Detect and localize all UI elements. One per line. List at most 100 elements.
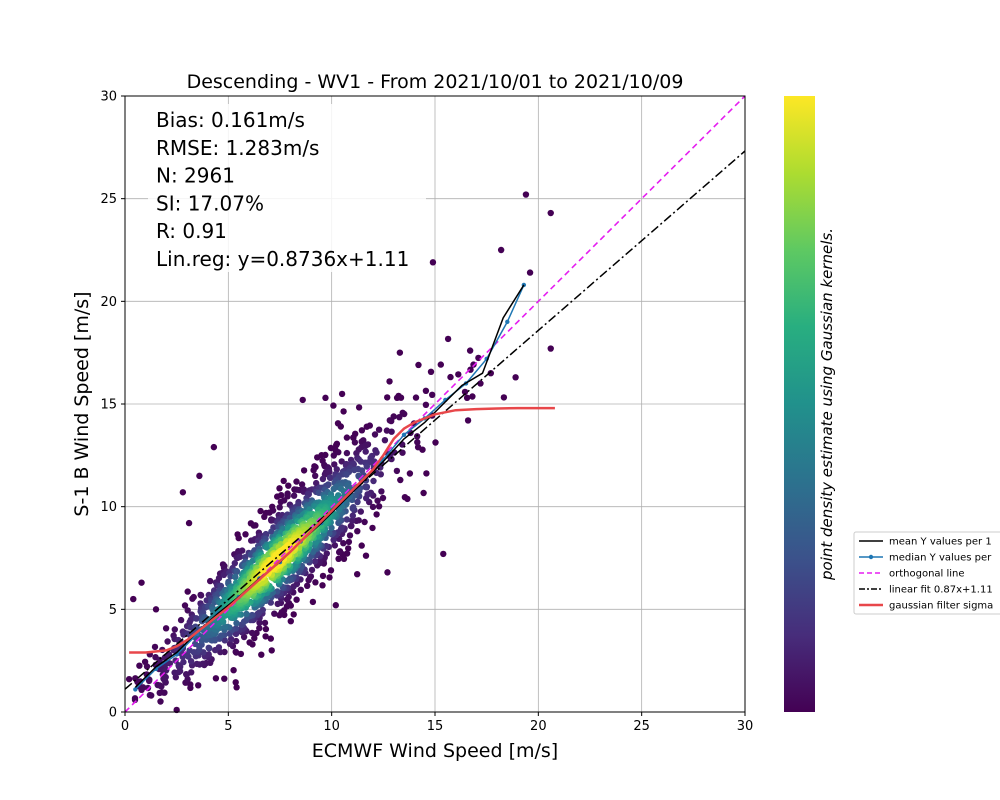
legend-label: median Y values per [889, 553, 992, 564]
scatter-point [338, 524, 345, 531]
scatter-point [255, 609, 263, 616]
scatter-point [326, 468, 333, 476]
scatter-point [271, 610, 278, 617]
y-tick-label: 10 [100, 500, 117, 515]
scatter-point [332, 602, 339, 609]
scatter-point [220, 571, 228, 579]
scatter-point [262, 625, 270, 633]
x-tick-label: 30 [737, 719, 754, 734]
scatter-point [522, 191, 530, 198]
scatter-point [287, 618, 294, 625]
scatter-point [221, 637, 228, 644]
scatter-point [290, 583, 297, 590]
series-line [124, 150, 746, 690]
stats-line: SI: 17.07% [156, 191, 264, 215]
scatter-point [331, 542, 339, 549]
scatter-point [240, 633, 248, 641]
scatter-point [233, 637, 240, 645]
scatter-point [369, 503, 377, 511]
scatter-point [313, 479, 320, 487]
scatter-point [397, 394, 405, 401]
scatter-point [358, 427, 366, 434]
x-tick-label: 20 [530, 719, 547, 734]
scatter-point [166, 660, 174, 667]
scatter-point [343, 471, 350, 478]
scatter-point [374, 497, 381, 504]
scatter-point [378, 488, 385, 495]
scatter-point [232, 679, 239, 686]
scatter-point [205, 644, 212, 651]
scatter-point [345, 538, 353, 546]
scatter-point [429, 391, 436, 398]
scatter-point [363, 463, 370, 470]
scatter-point [263, 544, 271, 551]
scatter-point [366, 422, 373, 429]
scatter-point [307, 573, 315, 580]
scatter-point [248, 629, 256, 637]
y-axis-label: S-1 B Wind Speed [m/s] [71, 291, 93, 516]
scatter-point [267, 635, 274, 642]
scatter-point [351, 466, 358, 474]
scatter-point [358, 542, 365, 549]
y-tick-label: 5 [109, 603, 117, 618]
scatter-point [228, 635, 235, 643]
y-ticks: 0 5 10 15 20 25 30 [100, 90, 125, 721]
scatter-point [386, 378, 393, 385]
scatter-point [393, 467, 401, 475]
scatter-point [344, 482, 351, 489]
median-marker [505, 319, 510, 325]
scatter-point [139, 684, 147, 691]
scatter-point [262, 633, 269, 640]
x-tick-label: 15 [427, 719, 444, 734]
scatter-point [444, 335, 452, 343]
scatter-point [125, 675, 133, 683]
scatter-point [207, 636, 214, 643]
y-tick-label: 20 [100, 295, 117, 310]
scatter-point [343, 516, 351, 523]
scatter-point [268, 528, 275, 535]
series-lines [124, 95, 746, 713]
scatter-point [181, 602, 189, 609]
scatter-point [335, 449, 342, 456]
scatter-point [257, 507, 264, 515]
scatter-point [196, 472, 203, 480]
scatter-point [221, 675, 228, 682]
scatter-point [180, 658, 187, 666]
scatter-point [197, 592, 205, 599]
scatter-point [130, 595, 137, 603]
scatter-point [311, 558, 319, 565]
scatter-point [354, 528, 361, 535]
scatter-point [440, 550, 447, 558]
scatter-point [261, 619, 269, 627]
scatter-point [298, 481, 306, 488]
scatter-point [423, 470, 430, 477]
legend: mean Y values per 1 median Y values per or… [853, 531, 1000, 615]
scatter-point [455, 371, 462, 378]
scatter-point [162, 673, 169, 681]
scatter-point [183, 671, 190, 678]
scatter-point [186, 618, 193, 626]
scatter-point [396, 414, 403, 421]
scatter-point [186, 647, 193, 654]
scatter-point [447, 373, 454, 381]
scatter-point [384, 569, 391, 576]
scatter-point [379, 494, 387, 502]
scatter-point [333, 441, 340, 449]
scatter-point [230, 667, 237, 674]
x-tick-label: 10 [323, 719, 340, 734]
scatter-point [322, 394, 329, 402]
scatter-point [361, 518, 368, 526]
stats-line: Lin.reg: y=0.8736x+1.11 [156, 247, 409, 271]
scatter-point [351, 439, 359, 446]
scatter-point [235, 534, 242, 542]
scatter-point [354, 498, 361, 506]
scatter-point [362, 483, 369, 491]
scatter-point [429, 259, 437, 266]
scatter-point [322, 451, 329, 459]
scatter-point [326, 574, 333, 581]
scatter-point [350, 504, 357, 511]
scatter-point [414, 439, 421, 446]
scatter-point [179, 489, 187, 496]
scatter-point [162, 625, 170, 632]
